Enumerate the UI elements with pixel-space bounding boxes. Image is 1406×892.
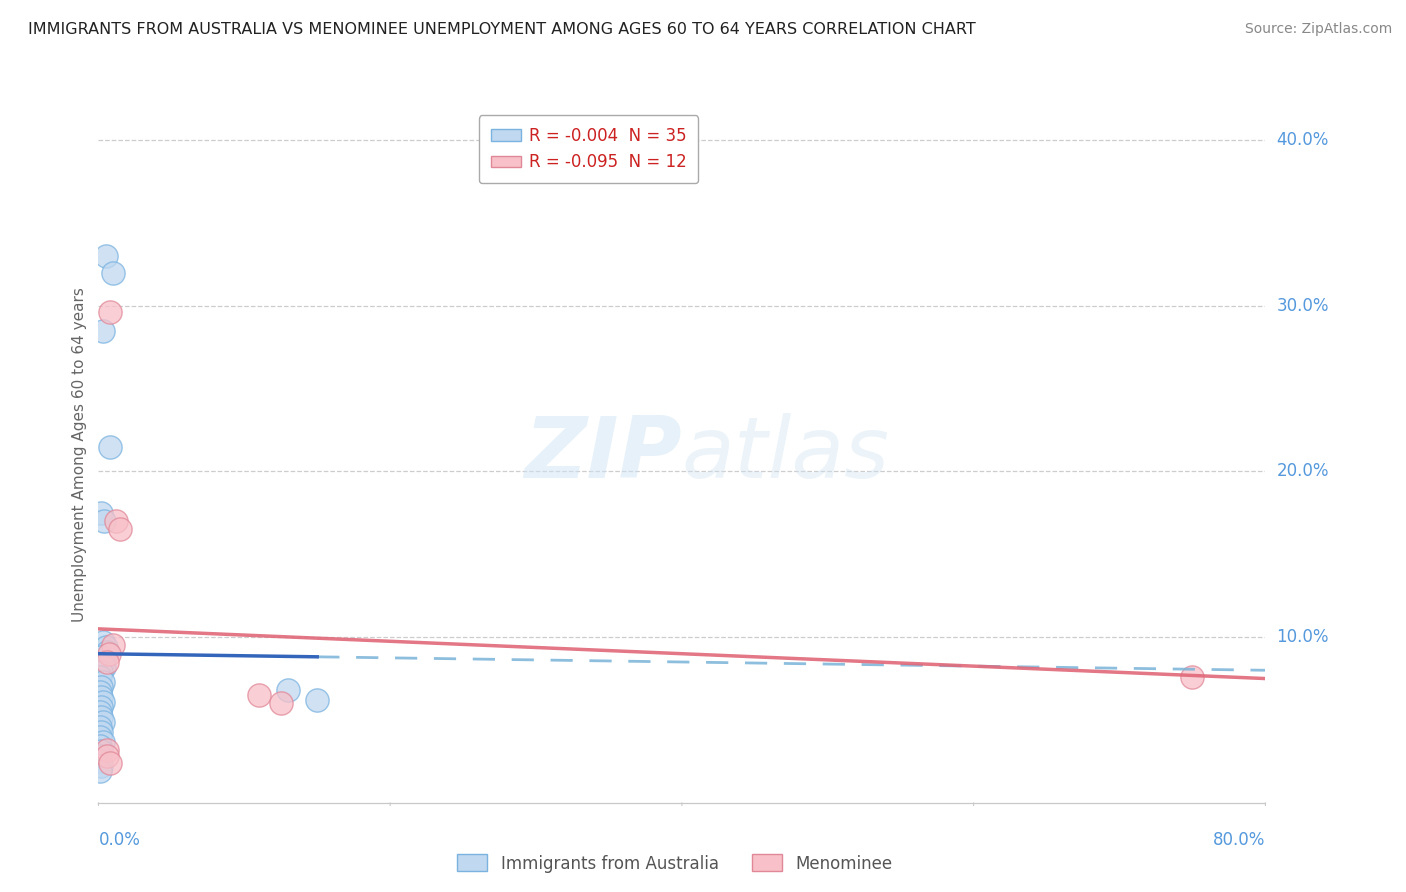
Point bbox=[93, 660, 115, 674]
Text: ZIP: ZIP bbox=[524, 413, 682, 497]
Text: atlas: atlas bbox=[682, 413, 890, 497]
Point bbox=[90, 709, 112, 723]
Point bbox=[101, 639, 124, 653]
Point bbox=[91, 695, 114, 709]
Legend: R = -0.004  N = 35, R = -0.095  N = 12: R = -0.004 N = 35, R = -0.095 N = 12 bbox=[479, 115, 699, 183]
Point bbox=[89, 730, 111, 744]
Point bbox=[89, 755, 111, 769]
Point bbox=[89, 670, 111, 684]
Point bbox=[94, 640, 117, 654]
Point bbox=[90, 665, 112, 679]
Point bbox=[89, 705, 111, 719]
Text: 40.0%: 40.0% bbox=[1277, 131, 1329, 149]
Y-axis label: Unemployment Among Ages 60 to 64 years: Unemployment Among Ages 60 to 64 years bbox=[72, 287, 87, 623]
Point bbox=[90, 650, 112, 665]
Point bbox=[94, 249, 117, 263]
Point bbox=[98, 756, 121, 770]
Point bbox=[91, 674, 114, 689]
Point bbox=[96, 749, 118, 764]
Point bbox=[101, 266, 124, 280]
Point bbox=[89, 685, 111, 699]
Point bbox=[90, 759, 112, 773]
Point bbox=[90, 724, 112, 739]
Point bbox=[104, 514, 127, 528]
Point bbox=[89, 764, 111, 779]
Point bbox=[91, 324, 114, 338]
Text: 0.0%: 0.0% bbox=[98, 830, 141, 848]
Text: 20.0%: 20.0% bbox=[1277, 462, 1329, 481]
Point bbox=[307, 693, 329, 707]
Point bbox=[96, 655, 118, 669]
Point bbox=[90, 690, 112, 704]
Text: 10.0%: 10.0% bbox=[1277, 628, 1329, 646]
Point bbox=[89, 720, 111, 734]
Point bbox=[97, 647, 120, 661]
Text: IMMIGRANTS FROM AUSTRALIA VS MENOMINEE UNEMPLOYMENT AMONG AGES 60 TO 64 YEARS CO: IMMIGRANTS FROM AUSTRALIA VS MENOMINEE U… bbox=[28, 22, 976, 37]
Point bbox=[277, 683, 299, 698]
Point bbox=[1181, 670, 1204, 684]
Point bbox=[98, 440, 121, 454]
Text: Source: ZipAtlas.com: Source: ZipAtlas.com bbox=[1244, 22, 1392, 37]
Point bbox=[89, 739, 111, 754]
Point bbox=[247, 688, 270, 702]
Point bbox=[270, 697, 292, 711]
Point bbox=[89, 749, 111, 764]
Point bbox=[90, 680, 112, 694]
Point bbox=[110, 523, 132, 537]
Point bbox=[96, 743, 118, 757]
Point bbox=[91, 714, 114, 729]
Text: 80.0%: 80.0% bbox=[1213, 830, 1265, 848]
Point bbox=[90, 699, 112, 714]
Point bbox=[91, 655, 114, 669]
Text: 30.0%: 30.0% bbox=[1277, 297, 1329, 315]
Legend: Immigrants from Australia, Menominee: Immigrants from Australia, Menominee bbox=[451, 847, 898, 880]
Point bbox=[96, 645, 118, 659]
Point bbox=[90, 744, 112, 758]
Point bbox=[93, 514, 115, 528]
Point bbox=[98, 305, 121, 319]
Point bbox=[90, 506, 112, 520]
Point bbox=[91, 734, 114, 748]
Point bbox=[91, 635, 114, 649]
